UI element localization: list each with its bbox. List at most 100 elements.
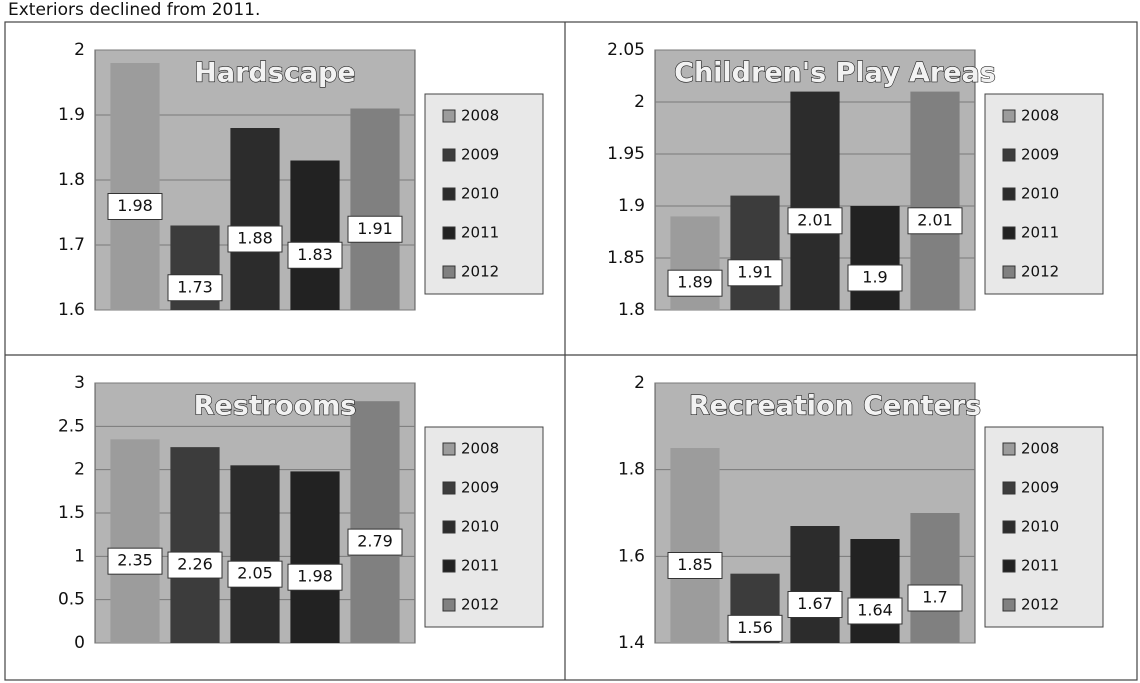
legend-swatch	[1002, 598, 1016, 612]
bar	[350, 401, 400, 643]
value-label-box	[727, 259, 783, 287]
bar	[170, 447, 220, 643]
value-label-box	[287, 241, 343, 269]
bar	[350, 108, 400, 310]
legend-label: 2011	[1021, 557, 1059, 575]
y-tick-label: 1.5	[58, 503, 85, 523]
value-label: 1.98	[117, 196, 153, 215]
value-label: 2.01	[797, 210, 833, 229]
legend-label: 2012	[1021, 263, 1059, 281]
y-tick-label: 1.8	[618, 460, 645, 480]
legend-swatch	[442, 442, 456, 456]
legend-label: 2010	[1021, 518, 1059, 536]
legend-swatch	[442, 481, 456, 495]
value-label-box	[167, 551, 223, 579]
value-label-box	[107, 547, 163, 575]
legend-swatch	[1002, 442, 1016, 456]
legend-label: 2010	[1021, 185, 1059, 203]
value-label: 1.56	[737, 618, 773, 637]
bar	[850, 539, 900, 643]
legend-label: 2008	[1021, 440, 1059, 458]
y-tick-label: 1.9	[618, 196, 645, 216]
bar	[910, 91, 960, 310]
chart-title: Hardscape	[194, 58, 355, 89]
bar	[730, 195, 780, 310]
legend-label: 2012	[461, 263, 499, 281]
value-label: 1.88	[237, 229, 273, 248]
value-label: 2.26	[177, 555, 213, 574]
y-tick-label: 2.5	[58, 416, 85, 436]
value-label-box	[287, 563, 343, 591]
legend-label: 2012	[1021, 596, 1059, 614]
y-tick-label: 2	[634, 92, 645, 112]
value-label-box	[107, 193, 163, 220]
y-tick-label: 2	[74, 460, 85, 480]
value-label-box	[227, 225, 283, 253]
legend-swatch	[1002, 559, 1016, 573]
legend-label: 2010	[461, 518, 499, 536]
value-label: 2.01	[917, 210, 953, 229]
y-tick-label: 1.6	[618, 546, 645, 566]
chart-title: Restrooms	[194, 391, 357, 422]
legend-swatch	[1002, 148, 1016, 162]
legend-label: 2009	[461, 479, 499, 497]
value-label: 1.83	[297, 245, 333, 264]
value-label-box	[907, 207, 963, 235]
legend-swatch	[442, 520, 456, 534]
bar	[850, 206, 900, 310]
value-label-box	[167, 274, 223, 302]
legend-swatch	[442, 265, 456, 279]
legend-label: 2009	[1021, 146, 1059, 164]
y-tick-label: 0	[74, 633, 85, 653]
value-label: 1.67	[797, 594, 833, 613]
y-tick-label: 3	[74, 373, 85, 393]
legend-label: 2012	[461, 596, 499, 614]
bar	[290, 471, 340, 643]
bar	[790, 91, 840, 310]
legend-label: 2009	[461, 146, 499, 164]
bar	[230, 128, 280, 310]
y-tick-label: 2	[634, 373, 645, 393]
legend-label: 2011	[1021, 224, 1059, 242]
value-label-box	[847, 597, 903, 625]
value-label-box	[227, 560, 283, 588]
y-tick-label: 1.9	[58, 105, 85, 125]
legend-swatch	[1002, 187, 1016, 201]
value-label-box	[907, 584, 963, 612]
legend-swatch	[1002, 226, 1016, 240]
frame	[4, 21, 1138, 681]
y-tick-label: 1.6	[58, 300, 85, 320]
value-label-box	[667, 552, 723, 579]
value-label-box	[667, 269, 723, 297]
bar	[230, 465, 280, 643]
legend-label: 2011	[461, 557, 499, 575]
y-tick-label: 2	[74, 40, 85, 60]
value-label: 2.35	[117, 551, 153, 570]
y-tick-label: 1.95	[607, 144, 645, 164]
y-tick-label: 0.5	[58, 590, 85, 610]
bar	[670, 448, 720, 643]
legend-swatch	[1002, 520, 1016, 534]
value-label: 1.91	[737, 262, 773, 281]
y-tick-label: 1.8	[618, 300, 645, 320]
value-label: 2.05	[237, 564, 273, 583]
y-tick-label: 1	[74, 546, 85, 566]
value-label: 1.98	[297, 567, 333, 586]
legend-swatch	[1002, 109, 1016, 123]
legend-swatch	[442, 187, 456, 201]
value-label-box	[847, 264, 903, 292]
y-tick-label: 1.85	[607, 248, 645, 268]
legend-label: 2008	[1021, 107, 1059, 125]
legend-swatch	[442, 148, 456, 162]
value-label: 1.9	[862, 268, 887, 287]
value-label: 2.79	[357, 532, 393, 551]
y-tick-label: 1.7	[58, 235, 85, 255]
value-label: 1.91	[357, 219, 393, 238]
legend-swatch	[1002, 265, 1016, 279]
value-label-box	[787, 591, 843, 618]
chart-title: Recreation Centers	[689, 391, 981, 422]
y-tick-label: 1.8	[58, 170, 85, 190]
legend-label: 2008	[461, 107, 499, 125]
y-tick-label: 1.4	[618, 633, 645, 653]
value-label: 1.85	[677, 555, 713, 574]
